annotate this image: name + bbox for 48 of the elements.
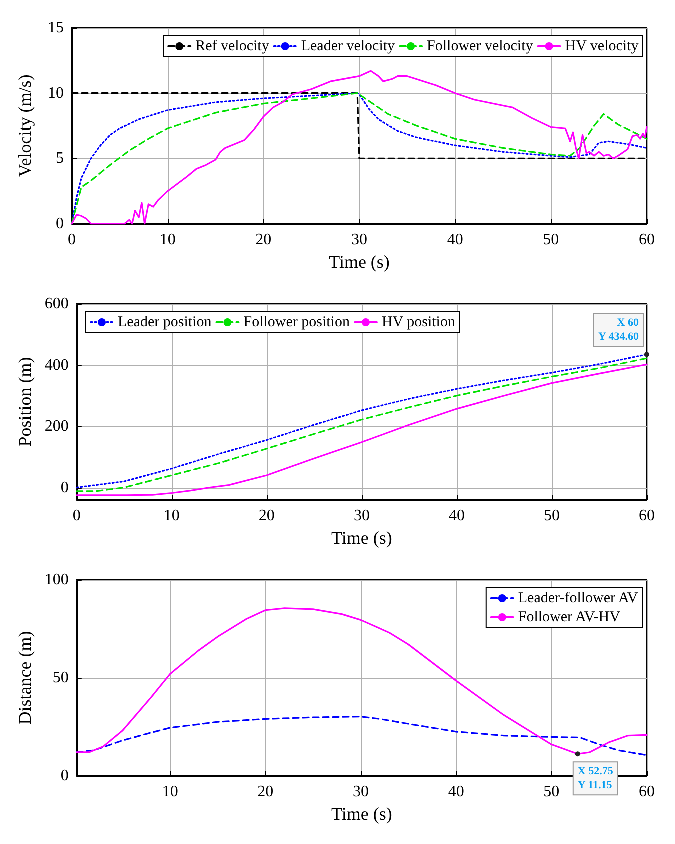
x-tick-label: 60 — [639, 232, 655, 248]
y-axis-title: Position (m) — [15, 357, 35, 447]
x-axis-title: Time (s) — [332, 528, 392, 548]
x-tick-label: 10 — [160, 232, 176, 248]
y-tick-label: 50 — [52, 670, 69, 686]
y-tick-label: 5 — [56, 150, 64, 168]
y-axis-title: Velocity (m/s) — [15, 74, 35, 178]
x-tick-label: 20 — [258, 784, 274, 800]
x-tick-label: 30 — [354, 508, 370, 524]
x-tick-label: 50 — [544, 784, 560, 800]
x-tick-label: 50 — [544, 508, 560, 524]
legend-label: Leader velocity — [301, 38, 396, 54]
legend-label: Follower velocity — [427, 38, 534, 54]
legend-label: HV position — [382, 314, 456, 330]
x-axis-title: Time (s) — [332, 804, 392, 824]
annotation: X 52.75 Y 11.15 — [578, 766, 614, 792]
x-axis-title: Time (s) — [329, 252, 390, 272]
x-tick-label: 10 — [164, 508, 180, 524]
x-tick-label: 10 — [162, 784, 178, 800]
x-tick-label: 0 — [72, 508, 81, 524]
line-series — [76, 716, 648, 756]
x-tick-label: 30 — [352, 784, 369, 800]
y-tick-label: 0 — [60, 479, 69, 496]
x-tick-label: 40 — [448, 508, 465, 524]
legend-label: Leader-follower AV — [518, 590, 638, 606]
y-tick-label: 400 — [44, 356, 69, 374]
y-tick-label: 200 — [44, 418, 69, 435]
x-tick-label: 60 — [639, 508, 655, 524]
y-tick-label: 0 — [56, 216, 64, 232]
annotation: X 60 Y 434.60 — [598, 317, 640, 344]
legend-label: Follower position — [244, 314, 350, 330]
legend-label: HV velocity — [565, 38, 640, 54]
y-tick-label: 100 — [44, 572, 69, 588]
x-tick-label: 20 — [256, 232, 272, 248]
legend-label: Ref velocity — [196, 38, 270, 54]
x-tick-label: 40 — [448, 784, 464, 800]
y-tick-label: 10 — [48, 84, 64, 102]
y-axis-title: Distance (m) — [15, 631, 35, 725]
x-tick-label: 30 — [352, 232, 368, 248]
x-tick-label: 20 — [258, 508, 275, 524]
legend-label: Leader position — [118, 314, 212, 330]
x-tick-label: 60 — [639, 784, 655, 800]
x-tick-label: 40 — [447, 232, 464, 248]
y-tick-label: 0 — [60, 768, 69, 784]
y-tick-label: 15 — [48, 20, 64, 36]
y-tick-label: 600 — [44, 296, 69, 312]
x-tick-label: 50 — [543, 232, 560, 248]
legend-label: Follower AV-HV — [518, 610, 621, 626]
